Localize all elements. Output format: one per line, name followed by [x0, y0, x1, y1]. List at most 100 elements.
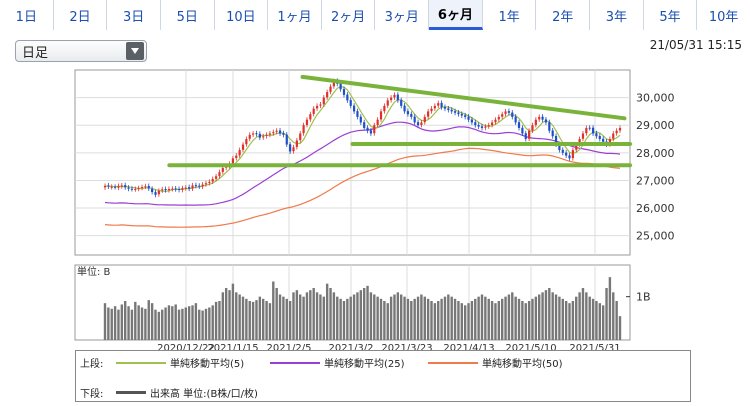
volume-bar: [208, 307, 211, 340]
volume-bar: [194, 303, 198, 340]
volume-bar: [315, 292, 319, 340]
candle-body: [494, 119, 497, 123]
volume-bar: [460, 303, 463, 340]
chevron-down-icon[interactable]: [126, 42, 144, 60]
ma5-line-swatch: [116, 361, 166, 364]
tab-11[interactable]: 3年: [590, 0, 644, 30]
volume-bar: [356, 292, 359, 340]
volume-bar: [157, 311, 161, 340]
candle-body: [113, 186, 117, 188]
volume-bar: [265, 301, 268, 340]
tab-8[interactable]: 6ヶ月: [429, 0, 483, 30]
volume-bar: [568, 303, 571, 340]
x-tick-label: 2020/12/22: [157, 343, 215, 350]
volume-bar: [262, 298, 265, 340]
candle-body: [521, 127, 524, 134]
volume-bar: [295, 290, 299, 340]
volume-bar: [231, 283, 235, 340]
volume-bar: [612, 292, 615, 340]
timestamp: 21/05/31 15:15: [649, 38, 742, 52]
volume-bar: [366, 285, 369, 340]
tab-0[interactable]: 1日: [0, 0, 54, 30]
tab-9[interactable]: 1年: [482, 0, 537, 30]
volume-bar: [379, 298, 383, 340]
candle-body: [214, 176, 218, 179]
candle-body: [151, 188, 154, 193]
candle-body: [467, 116, 470, 120]
candle-body: [299, 133, 302, 141]
candle-body: [511, 112, 514, 117]
tab-12[interactable]: 5年: [643, 0, 698, 30]
candle-body: [171, 188, 174, 190]
volume-bar: [123, 301, 127, 340]
volume-bar: [393, 294, 396, 340]
tab-6[interactable]: 2ヶ月: [321, 0, 376, 30]
volume-bar: [288, 301, 292, 340]
candle-body: [282, 133, 285, 135]
candle-body: [383, 105, 386, 112]
candle-body: [124, 185, 127, 188]
tab-10[interactable]: 2年: [536, 0, 591, 30]
y-tick-label: 29,000: [636, 119, 675, 132]
volume-bar: [437, 301, 440, 340]
candle-body: [544, 119, 548, 123]
candle-body: [134, 189, 137, 191]
volume-bar: [585, 292, 588, 340]
candle-body: [245, 139, 248, 145]
candle-body: [305, 119, 309, 125]
volume-bar: [423, 296, 426, 340]
volume-bar: [164, 307, 167, 340]
tab-4[interactable]: 10日: [214, 0, 269, 30]
volume-bar: [443, 296, 447, 340]
volume-bar: [238, 294, 241, 340]
candle-body: [565, 152, 568, 156]
candle-body: [548, 122, 551, 131]
candle-body: [346, 94, 349, 101]
candle-body: [477, 124, 480, 127]
volume-bar: [400, 294, 403, 340]
candle-body: [191, 185, 194, 189]
candle-body: [595, 133, 598, 137]
ma50-line-swatch: [428, 361, 478, 364]
volume-bar: [420, 294, 423, 340]
volume-bar: [538, 294, 541, 340]
candle-body: [319, 104, 322, 106]
volume-bar: [581, 288, 585, 340]
candle-body: [326, 92, 329, 98]
volume-bar: [107, 307, 110, 340]
volume-bar: [228, 290, 231, 340]
candle-body: [258, 133, 261, 138]
volume-bar: [117, 309, 120, 340]
candle-body: [612, 133, 615, 139]
tab-1[interactable]: 2日: [53, 0, 108, 30]
volume-bar: [480, 294, 484, 340]
candle-body: [531, 125, 534, 131]
tab-7[interactable]: 3ヶ月: [375, 0, 430, 30]
candle-body: [231, 158, 235, 164]
tab-2[interactable]: 3日: [107, 0, 161, 30]
candle-body: [487, 125, 490, 127]
volume-bar: [598, 303, 602, 340]
candle-body: [103, 185, 107, 188]
volume-bar: [187, 306, 191, 340]
candle-body: [453, 111, 457, 113]
volume-bar: [474, 298, 477, 340]
candle-body: [598, 135, 601, 140]
candle-body: [588, 127, 591, 129]
candle-body: [352, 105, 356, 112]
candle-body: [161, 189, 164, 191]
tab-13[interactable]: 10年: [697, 0, 750, 30]
volume-bar: [410, 301, 413, 340]
candle-body: [504, 111, 507, 114]
candle-body: [437, 103, 440, 106]
y-tick-label: 30,000: [636, 92, 675, 105]
tab-3[interactable]: 5日: [160, 0, 215, 30]
volume-bar: [571, 301, 575, 340]
volume-bar: [130, 309, 134, 340]
candle-body: [144, 186, 147, 188]
volume-bar: [201, 310, 204, 340]
tab-5[interactable]: 1ヶ月: [268, 0, 322, 30]
chart-type-select[interactable]: 日足: [15, 40, 147, 62]
volume-bar: [339, 298, 342, 340]
volume-bar: [494, 303, 497, 340]
